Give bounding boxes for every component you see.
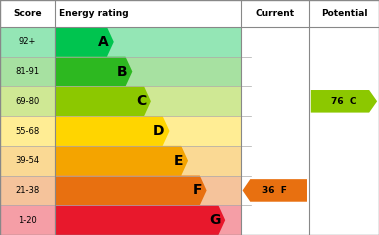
Text: Potential: Potential: [321, 9, 367, 18]
Bar: [55, 57, 241, 86]
Text: 69-80: 69-80: [16, 97, 39, 106]
Polygon shape: [243, 179, 307, 202]
Text: A: A: [98, 35, 109, 49]
Text: 55-68: 55-68: [16, 126, 39, 136]
Text: E: E: [174, 154, 183, 168]
Bar: [55, 86, 241, 116]
Polygon shape: [55, 27, 114, 57]
Text: B: B: [117, 65, 128, 78]
Text: F: F: [193, 184, 202, 197]
Polygon shape: [311, 90, 377, 113]
Bar: [0, 176, 55, 205]
Text: 36  F: 36 F: [262, 186, 287, 195]
Polygon shape: [55, 86, 151, 116]
Text: 39-54: 39-54: [16, 156, 39, 165]
Text: 81-91: 81-91: [16, 67, 39, 76]
Polygon shape: [55, 146, 188, 176]
Text: Score: Score: [13, 9, 42, 18]
Polygon shape: [55, 57, 132, 86]
Bar: [55, 146, 241, 176]
Bar: [0, 27, 55, 57]
Bar: [0, 57, 55, 86]
Bar: [0, 0, 379, 27]
Text: 21-38: 21-38: [16, 186, 39, 195]
Bar: [0, 86, 55, 116]
Text: G: G: [209, 213, 221, 227]
Polygon shape: [55, 176, 207, 205]
Text: 92+: 92+: [19, 37, 36, 46]
Text: Current: Current: [255, 9, 294, 18]
Text: 1-20: 1-20: [18, 216, 37, 225]
Text: 76  C: 76 C: [331, 97, 357, 106]
Text: Energy rating: Energy rating: [59, 9, 128, 18]
Bar: [55, 116, 241, 146]
Text: D: D: [153, 124, 165, 138]
Bar: [55, 176, 241, 205]
Polygon shape: [55, 205, 225, 235]
Bar: [0, 146, 55, 176]
Polygon shape: [55, 116, 169, 146]
Bar: [0, 116, 55, 146]
Bar: [55, 205, 241, 235]
Bar: [0, 205, 55, 235]
Text: C: C: [136, 94, 146, 108]
Bar: [55, 27, 241, 57]
